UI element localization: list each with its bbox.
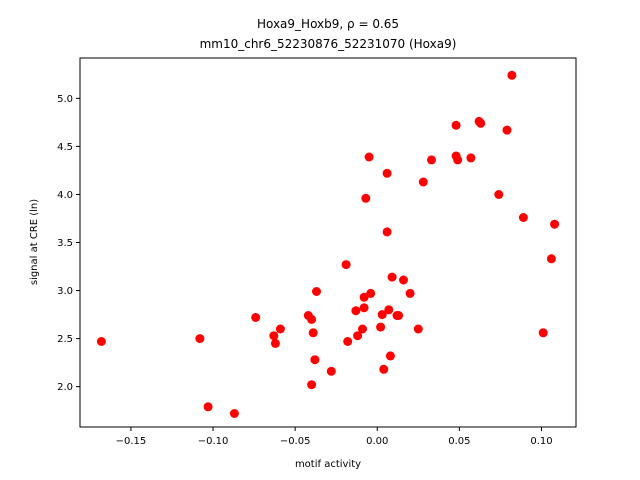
- y-tick-label-2: 2.5: [57, 334, 73, 345]
- y-tick-label-6: 4.5: [57, 142, 73, 153]
- data-point-15: [326, 366, 336, 376]
- data-point-39: [418, 177, 428, 187]
- data-point-37: [405, 288, 415, 298]
- data-point-2: [195, 334, 205, 344]
- data-point-40: [427, 155, 436, 165]
- data-point-14: [312, 287, 321, 296]
- data-point-27: [377, 310, 387, 320]
- data-point-48: [502, 125, 512, 135]
- data-point-36: [399, 275, 408, 285]
- data-point-32: [385, 351, 395, 361]
- data-point-25: [366, 288, 376, 298]
- x-tick-label-4: 0.00: [366, 436, 388, 447]
- data-point-30: [382, 168, 392, 178]
- x-tick-label-5: 0.05: [448, 436, 470, 447]
- data-point-23: [361, 193, 371, 203]
- data-point-17: [343, 337, 353, 346]
- data-point-12: [310, 355, 320, 365]
- data-point-20: [358, 324, 367, 334]
- data-point-4: [229, 409, 239, 418]
- y-axis: 2.0 2.5 3.0 3.5 4.0 4.5 5.0: [57, 94, 80, 393]
- data-point-10: [307, 314, 317, 324]
- x-axis-label: motif activity: [295, 459, 361, 470]
- x-tick-label-2: −0.10: [198, 436, 229, 447]
- data-point-29: [382, 227, 392, 237]
- data-point-21: [359, 303, 369, 313]
- data-point-16: [341, 260, 351, 270]
- y-axis-label: signal at CRE (ln): [29, 199, 40, 285]
- data-point-1: [96, 337, 106, 346]
- data-point-31: [384, 305, 394, 315]
- data-point-52: [546, 254, 556, 264]
- data-point-7: [270, 338, 280, 348]
- data-point-13: [307, 380, 317, 390]
- data-point-11: [308, 328, 318, 338]
- data-point-43: [453, 155, 463, 165]
- data-point-33: [387, 272, 397, 282]
- x-tick-label-3: −0.05: [280, 436, 311, 447]
- data-point-3: [203, 402, 213, 412]
- data-point-47: [494, 190, 504, 199]
- x-tick-label-6: 0.10: [530, 436, 552, 447]
- chart-title-line1: Hoxa9_Hoxb9, ρ = 0.65: [257, 17, 399, 31]
- x-axis: −0.15 −0.10 −0.05 0.00 0.05 0.10: [116, 427, 553, 447]
- data-point-53: [550, 219, 560, 229]
- data-point-51: [538, 328, 548, 338]
- data-point-44: [466, 153, 476, 163]
- data-point-6: [269, 331, 279, 341]
- y-tick-label-5: 4.0: [57, 190, 73, 201]
- data-point-49: [507, 70, 517, 80]
- data-point-5: [251, 313, 261, 322]
- y-tick-label-7: 5.0: [57, 94, 73, 105]
- x-tick-label-1: −0.15: [116, 436, 147, 447]
- data-point-22: [359, 292, 369, 302]
- data-point-24: [364, 152, 374, 162]
- y-tick-label-4: 3.5: [57, 238, 73, 249]
- y-tick-label-3: 3.0: [57, 286, 73, 297]
- data-point-19: [353, 331, 363, 341]
- data-point-35: [394, 311, 404, 320]
- data-point-46: [476, 118, 486, 128]
- data-point-8: [275, 324, 285, 334]
- data-point-50: [518, 213, 528, 222]
- data-point-18: [351, 306, 361, 316]
- data-point-28: [379, 364, 389, 374]
- chart-title-line2: mm10_chr6_52230876_52231070 (Hoxa9): [200, 37, 457, 51]
- data-point-38: [413, 324, 423, 334]
- y-tick-label-1: 2.0: [57, 382, 73, 393]
- data-points: [96, 70, 560, 418]
- data-point-41: [451, 120, 461, 130]
- data-point-26: [376, 322, 386, 332]
